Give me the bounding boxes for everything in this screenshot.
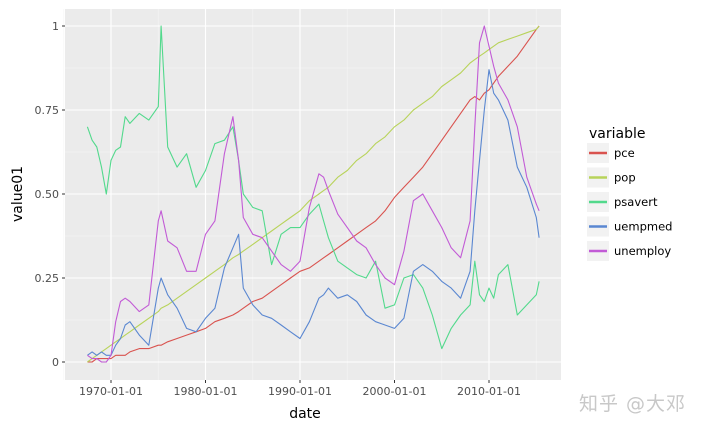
x-tick-label: 1970-01-01 [79,385,143,398]
legend-item-unemploy: unemploy [587,241,671,261]
legend-title: variable [589,126,645,142]
y-axis: 0 0.25 0.50 0.75 1 [35,20,65,369]
y-tick-label: 0.25 [35,272,60,285]
x-tick-label: 1990-01-01 [268,385,332,398]
x-tick-label: 2010-01-01 [457,385,521,398]
legend-item-psavert: psavert [587,192,658,212]
x-axis: 1970-01-01 1980-01-01 1990-01-01 2000-01-01… [79,380,521,398]
y-tick-label: 0 [52,356,59,369]
legend-label: pop [614,171,636,185]
y-axis-title: value01 [10,166,26,222]
major-gridlines [65,9,561,380]
y-tick-label: 0.50 [35,188,60,201]
x-axis-title: date [289,406,321,422]
legend-label: uempmed [614,220,672,234]
legend-item-pop: pop [587,167,636,188]
legend-item-uempmed: uempmed [587,216,672,237]
x-tick-label: 2000-01-01 [363,385,427,398]
legend: variable pce pop psavert uempmed unemploy [587,126,672,261]
y-tick-label: 1 [52,20,59,33]
legend-label: psavert [614,195,658,209]
x-tick-label: 1980-01-01 [174,385,238,398]
series-line-unemploy [87,25,540,363]
series-line-pop [87,25,540,363]
watermark: 知乎 @大邓 [579,393,687,415]
legend-label: unemploy [614,244,671,258]
series-line-pce [87,25,540,363]
series-line-psavert [86,25,540,350]
legend-item-pce: pce [587,143,635,163]
series-lines [86,25,540,363]
series-line-uempmed [87,69,540,356]
y-tick-label: 0.75 [35,104,60,117]
legend-label: pce [614,146,635,160]
